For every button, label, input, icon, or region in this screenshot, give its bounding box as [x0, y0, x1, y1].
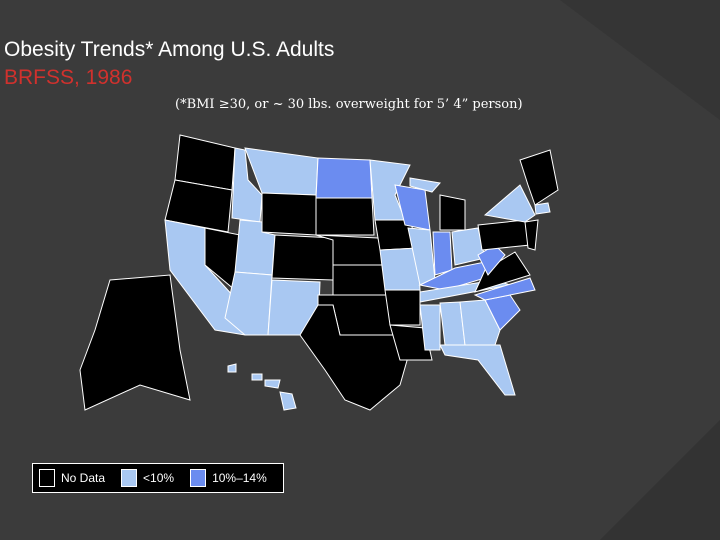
note: (*BMI ≥30, or ~ 30 lbs. overweight for 5… [175, 97, 523, 112]
legend: No Data <10% 10%–14% [32, 463, 284, 493]
background-shape [600, 420, 720, 540]
legend-label: <10% [143, 471, 175, 485]
us-map [79, 134, 559, 411]
legend-swatch [121, 469, 138, 487]
title: Obesity Trends* Among U.S. Adults [4, 38, 335, 61]
subtitle: BRFSS, 1986 [4, 66, 133, 89]
legend-label: 10%–14% [212, 471, 267, 485]
legend-swatch [39, 469, 55, 487]
legend-swatch [190, 469, 207, 487]
background-shape [0, 0, 720, 120]
legend-label: No Data [61, 471, 106, 485]
